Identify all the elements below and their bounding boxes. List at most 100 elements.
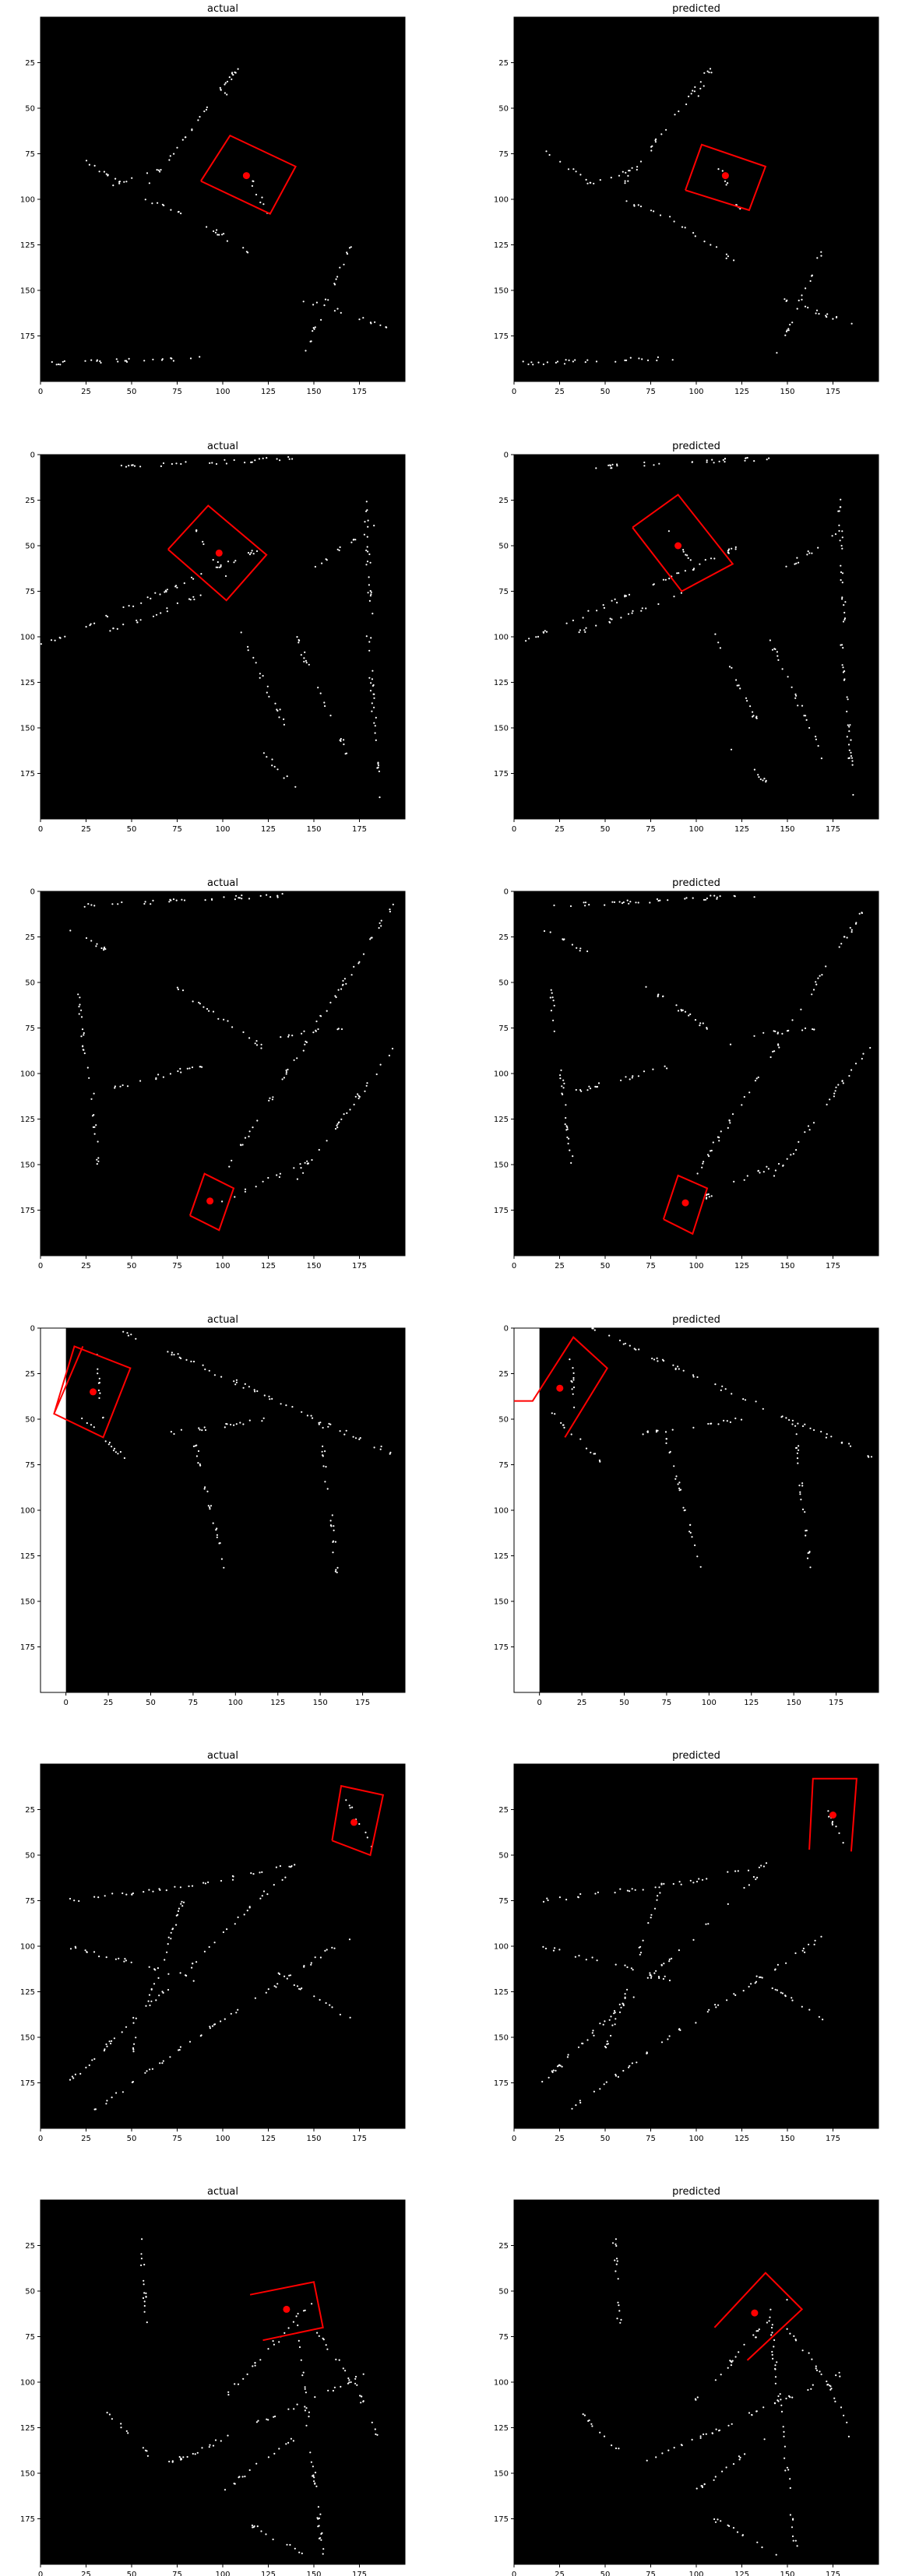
data-point [843, 671, 844, 673]
data-point [756, 1077, 758, 1079]
data-point [308, 2416, 309, 2417]
data-point [769, 2317, 770, 2318]
data-point [123, 1961, 125, 1963]
data-point [587, 2420, 589, 2422]
center-point [90, 1388, 97, 1395]
data-point [826, 2381, 827, 2382]
data-point [236, 1379, 238, 1381]
y-tick-label: 100 [494, 1070, 509, 1079]
data-point [617, 2260, 618, 2261]
data-point [708, 1155, 710, 1157]
data-point [167, 1943, 169, 1945]
data-point [177, 1070, 178, 1072]
data-point [810, 2388, 812, 2390]
data-point [275, 1986, 276, 1987]
data-point [365, 550, 367, 551]
data-point [208, 1010, 210, 1012]
data-point [374, 322, 375, 323]
data-point [784, 335, 786, 336]
data-point [572, 1367, 573, 1369]
data-point [611, 177, 612, 178]
data-point [817, 978, 819, 979]
data-point [655, 1970, 657, 1972]
data-point [797, 1453, 798, 1454]
data-point [121, 2031, 123, 2033]
data-point [553, 1950, 555, 1952]
data-point [350, 2017, 351, 2019]
data-point [249, 554, 251, 555]
data-point [628, 903, 629, 905]
data-point [150, 903, 151, 905]
data-point [653, 464, 654, 466]
data-point [638, 357, 639, 359]
data-point [305, 2425, 307, 2427]
data-point [312, 1418, 313, 1419]
data-point [145, 2450, 146, 2451]
y-tick-label: 125 [20, 2424, 35, 2433]
data-point [816, 310, 818, 311]
y-tick-label: 50 [25, 1416, 35, 1425]
data-point [733, 1993, 734, 1994]
data-point [325, 1466, 326, 1467]
data-point [590, 1088, 591, 1089]
data-point [111, 2418, 113, 2420]
data-point [544, 930, 545, 932]
data-point [115, 2092, 117, 2093]
data-point [322, 1454, 323, 1456]
data-point [805, 1530, 806, 1531]
data-point [107, 2412, 108, 2413]
data-point [820, 1431, 822, 1432]
data-point [132, 2051, 134, 2052]
data-point [288, 2327, 290, 2328]
data-point [266, 1992, 267, 1994]
data-point [159, 170, 160, 172]
data-point [754, 769, 755, 771]
data-point [813, 1429, 815, 1431]
data-point [180, 1886, 181, 1888]
data-point [794, 564, 795, 565]
data-point [145, 2296, 146, 2297]
data-point [820, 255, 822, 257]
data-point [123, 181, 125, 183]
data-point [774, 648, 776, 650]
data-point [149, 2005, 150, 2006]
data-point [380, 1449, 382, 1450]
data-point [568, 168, 569, 170]
subplot-1: actual0 25 50 75 100 125 150 175255075100125150… [20, 3, 405, 396]
data-point [369, 600, 371, 602]
data-point [557, 360, 558, 362]
data-point [269, 1398, 270, 1400]
data-point [678, 1481, 680, 1483]
data-point [795, 1149, 797, 1151]
data-point [848, 1443, 850, 1444]
y-tick-label: 175 [494, 770, 509, 778]
data-point [784, 298, 785, 300]
data-point [340, 740, 341, 741]
y-tick-label: 75 [25, 588, 35, 596]
data-point [784, 2446, 786, 2448]
data-point [166, 607, 167, 609]
data-point [757, 1170, 759, 1172]
data-point [777, 655, 778, 657]
data-point [639, 1954, 641, 1956]
data-point [562, 1094, 563, 1095]
data-point [619, 2004, 621, 2005]
data-point [163, 1077, 164, 1078]
data-point [245, 1191, 246, 1193]
data-point [181, 1905, 183, 1907]
data-point [615, 1892, 616, 1893]
data-point [96, 944, 97, 945]
data-point [336, 308, 338, 310]
x-tick-label: 125 [734, 1262, 749, 1270]
data-point [871, 1456, 872, 1457]
data-point [393, 904, 394, 905]
data-point [143, 1891, 144, 1892]
data-point [587, 610, 589, 612]
data-point [656, 1899, 657, 1901]
data-point [801, 299, 802, 300]
data-point [378, 767, 379, 768]
y-tick-label: 175 [494, 2079, 509, 2088]
x-tick-label: 25 [81, 1262, 91, 1270]
data-point [276, 768, 278, 770]
data-point [117, 628, 118, 630]
